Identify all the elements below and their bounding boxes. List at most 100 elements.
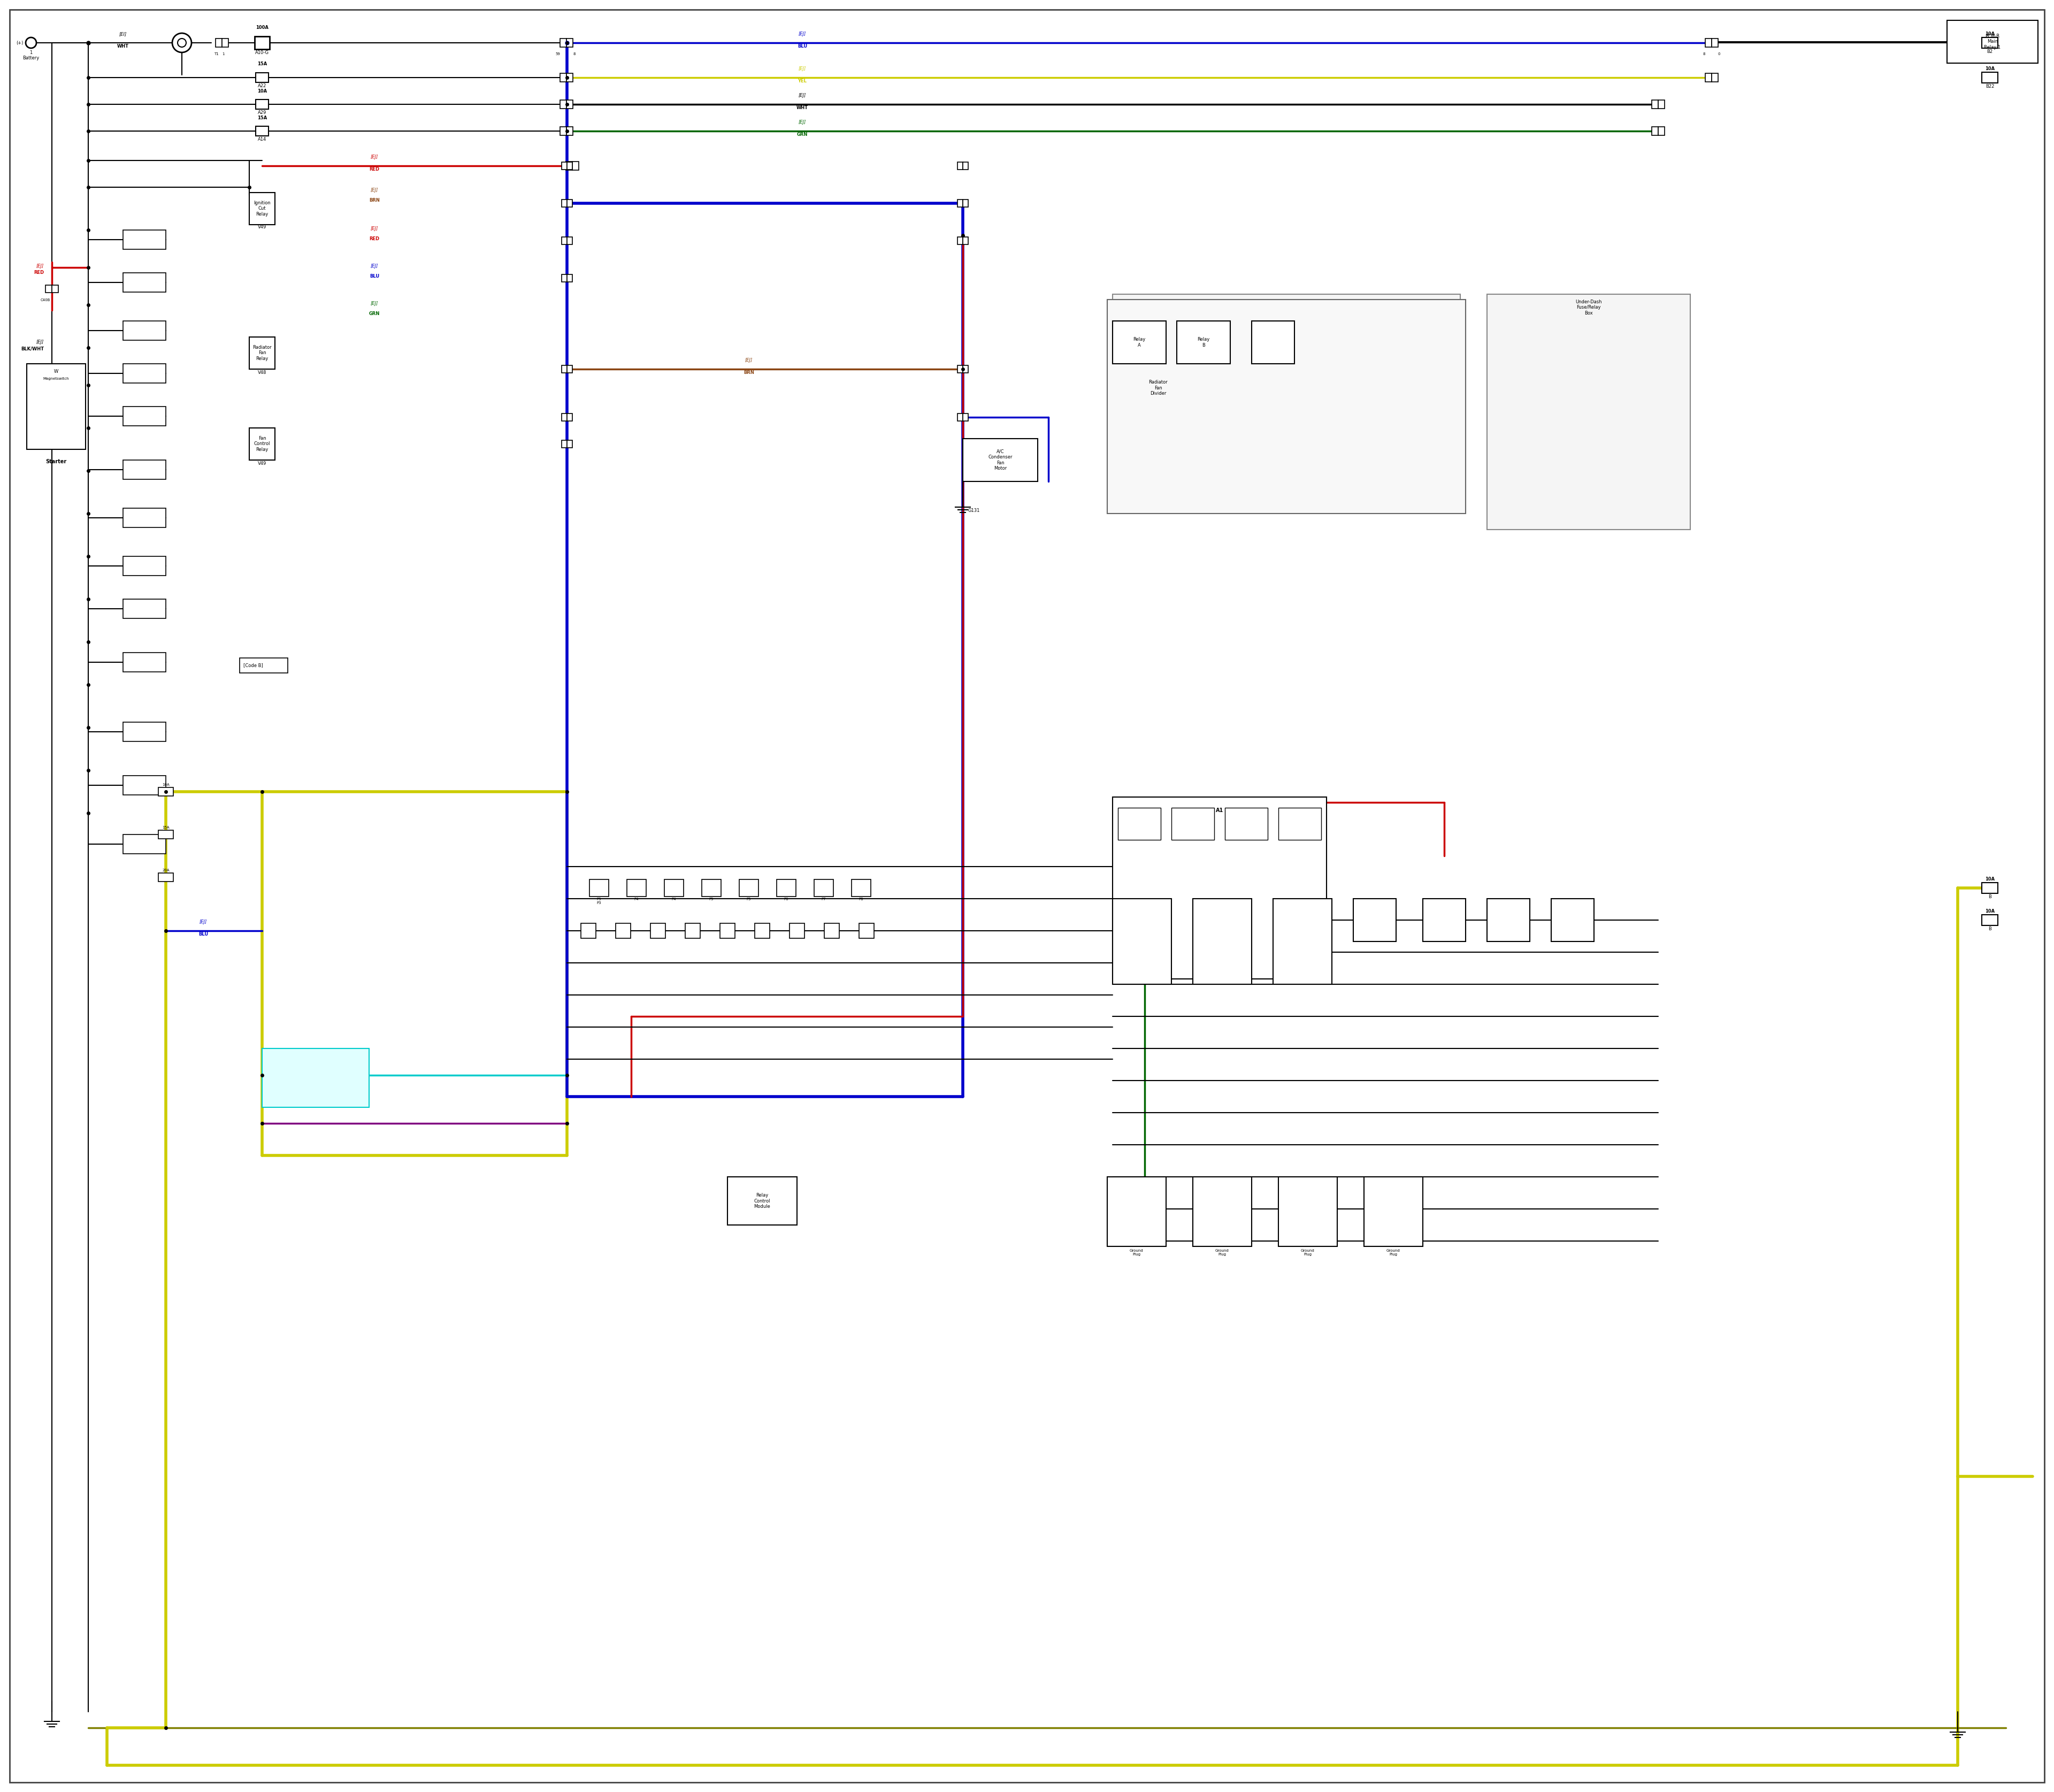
Bar bbox=[240, 658, 288, 674]
Circle shape bbox=[173, 34, 191, 52]
Bar bbox=[963, 439, 1037, 482]
Bar bbox=[1251, 321, 1294, 364]
Text: RED: RED bbox=[33, 271, 43, 276]
Text: 15A: 15A bbox=[257, 61, 267, 66]
Bar bbox=[957, 199, 963, 208]
Bar bbox=[963, 161, 967, 170]
Text: (+): (+) bbox=[16, 41, 23, 45]
Text: A1: A1 bbox=[1216, 808, 1224, 814]
Bar bbox=[1107, 299, 1467, 514]
Bar bbox=[1124, 364, 1193, 412]
Bar bbox=[1487, 294, 1690, 530]
Text: A29: A29 bbox=[257, 109, 267, 115]
Bar bbox=[123, 364, 166, 383]
Text: 15A: 15A bbox=[162, 826, 170, 830]
Bar bbox=[1982, 72, 1999, 82]
Text: Radiator
Fan
Relay: Radiator Fan Relay bbox=[253, 346, 271, 360]
Circle shape bbox=[177, 38, 187, 47]
Text: [EJ]: [EJ] bbox=[370, 226, 378, 231]
Bar bbox=[813, 880, 834, 896]
Text: A/C
Condenser
Fan
Motor: A/C Condenser Fan Motor bbox=[988, 450, 1013, 471]
Bar bbox=[567, 38, 573, 47]
Bar bbox=[739, 880, 758, 896]
Bar bbox=[158, 787, 173, 796]
Bar bbox=[1705, 38, 1711, 47]
Circle shape bbox=[25, 38, 37, 48]
Bar bbox=[1364, 1177, 1423, 1247]
Bar bbox=[957, 237, 963, 244]
Text: Battery: Battery bbox=[23, 56, 39, 61]
Bar bbox=[222, 38, 228, 47]
Text: W: W bbox=[53, 369, 58, 375]
Bar bbox=[255, 36, 269, 48]
Bar bbox=[1113, 321, 1167, 364]
Text: P8: P8 bbox=[859, 898, 863, 901]
Text: [EJ]: [EJ] bbox=[199, 919, 207, 925]
Bar bbox=[651, 923, 665, 939]
Bar bbox=[123, 461, 166, 478]
Bar bbox=[255, 125, 269, 136]
Bar bbox=[158, 830, 173, 839]
Text: A22: A22 bbox=[257, 84, 267, 88]
Text: Ground
Plug: Ground Plug bbox=[1300, 1249, 1315, 1256]
Text: BLU: BLU bbox=[199, 932, 207, 937]
Text: GRN: GRN bbox=[797, 133, 807, 136]
Bar bbox=[255, 73, 269, 82]
Text: B: B bbox=[1988, 926, 1992, 932]
Bar bbox=[123, 652, 166, 672]
Text: RED: RED bbox=[370, 237, 380, 242]
Text: C40B: C40B bbox=[41, 299, 51, 301]
Text: YEL: YEL bbox=[797, 79, 807, 84]
Bar bbox=[123, 229, 166, 249]
Text: BLK/WHT: BLK/WHT bbox=[21, 346, 43, 351]
Bar bbox=[957, 161, 963, 170]
Bar bbox=[249, 428, 275, 461]
Text: B: B bbox=[1988, 894, 1992, 900]
Text: 59: 59 bbox=[555, 52, 561, 56]
Text: [EJ]: [EJ] bbox=[799, 66, 805, 72]
Bar bbox=[1705, 73, 1711, 82]
Bar bbox=[1354, 898, 1397, 941]
Bar bbox=[1651, 100, 1658, 109]
Bar bbox=[123, 776, 166, 796]
Text: P5: P5 bbox=[709, 898, 713, 901]
Bar bbox=[567, 237, 573, 244]
Text: [EJ]: [EJ] bbox=[799, 93, 805, 99]
Bar bbox=[567, 366, 573, 373]
Bar bbox=[824, 923, 840, 939]
Bar bbox=[1947, 20, 2038, 63]
Text: [EJ]: [EJ] bbox=[370, 188, 378, 192]
Text: [EJ]: [EJ] bbox=[37, 340, 43, 344]
Bar bbox=[561, 199, 567, 208]
Text: Ground
Plug: Ground Plug bbox=[1386, 1249, 1401, 1256]
Bar bbox=[216, 38, 222, 47]
Bar bbox=[255, 100, 269, 109]
Bar bbox=[589, 880, 608, 896]
Bar bbox=[1113, 898, 1171, 984]
Bar bbox=[123, 835, 166, 853]
Text: 8: 8 bbox=[1703, 52, 1705, 56]
Text: 10A: 10A bbox=[257, 90, 267, 93]
Bar bbox=[567, 199, 573, 208]
Bar bbox=[567, 127, 573, 136]
Bar bbox=[573, 161, 579, 170]
Bar bbox=[561, 100, 567, 109]
Text: 1: 1 bbox=[222, 52, 224, 56]
Text: B2: B2 bbox=[1986, 48, 1992, 54]
Bar bbox=[663, 880, 684, 896]
Bar bbox=[561, 414, 567, 421]
Text: F3
P3: F3 P3 bbox=[598, 898, 602, 905]
Text: Relay
B: Relay B bbox=[1197, 337, 1210, 348]
Bar bbox=[158, 873, 173, 882]
Bar bbox=[249, 337, 275, 369]
Text: [EJ]: [EJ] bbox=[370, 263, 378, 269]
Bar bbox=[721, 923, 735, 939]
Text: Starter: Starter bbox=[45, 459, 66, 464]
Bar bbox=[957, 366, 963, 373]
Bar bbox=[754, 923, 770, 939]
Bar bbox=[1982, 38, 1999, 48]
Text: 10A: 10A bbox=[1984, 909, 1994, 914]
Bar bbox=[1177, 321, 1230, 364]
Text: BRN: BRN bbox=[370, 197, 380, 202]
Bar bbox=[1273, 898, 1331, 984]
